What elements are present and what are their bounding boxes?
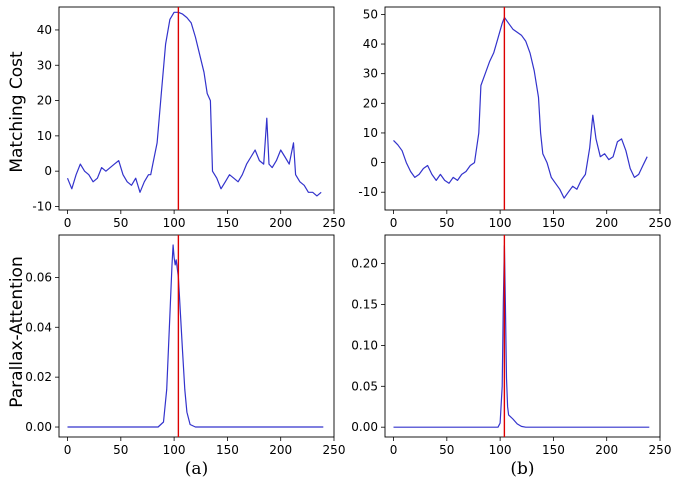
plot-frame: [58, 234, 335, 438]
x-tick-label: 250: [323, 216, 346, 230]
x-tick-label: 50: [439, 216, 454, 230]
panel-top-left: 0 50 100 150 200 250 -10 0 10 20 30 40: [32, 6, 346, 230]
x-tick-label: 0: [64, 443, 72, 457]
y-tick-label: 0: [44, 164, 52, 178]
x-tick-label: 200: [595, 443, 618, 457]
y-tick-label: -10: [32, 199, 52, 213]
y-tick-label: 10: [37, 129, 52, 143]
y-tick-label: 20: [363, 96, 378, 110]
x-tick-label: 100: [163, 216, 186, 230]
x-tick-label: 200: [269, 443, 292, 457]
x-tick-label: 150: [542, 216, 565, 230]
x-tick-label: 50: [113, 443, 128, 457]
x-tick-label: 100: [489, 216, 512, 230]
x-tick-label: 0: [64, 216, 72, 230]
y-tick-label: 30: [37, 58, 52, 72]
x-tick-label: 150: [542, 443, 565, 457]
x-tick-label: 250: [649, 443, 672, 457]
x-tick-label: 0: [390, 443, 398, 457]
panel-bottom-left: 0 50 100 150 200 250 0.00 0.02 0.04 0.06 (a): [25, 234, 346, 479]
plot-frame: [384, 6, 661, 211]
series-line: [66, 11, 322, 197]
plot-frame: [384, 234, 661, 438]
x-tick-label: 150: [216, 443, 239, 457]
x-tick-label: 150: [216, 216, 239, 230]
y-tick-label: 0.15: [351, 298, 378, 312]
plot-frame: [58, 6, 335, 211]
series-line: [67, 244, 324, 428]
panel-caption: (a): [185, 459, 208, 479]
panel-top-right: 0 50 100 150 200 250 -10 0 10 20 30 40 50: [358, 6, 672, 230]
y-tick-label: 0: [370, 156, 378, 170]
y-tick-label: 10: [363, 126, 378, 140]
y-tick-label: 30: [363, 67, 378, 81]
panel-bottom-right: 0 50 100 150 200 250 0.00 0.05 0.10 0.15 0.20 (b): [351, 234, 672, 479]
y-tick-label: 0.00: [351, 420, 378, 434]
y-tick-label: 0.00: [25, 420, 52, 434]
x-tick-label: 250: [649, 216, 672, 230]
y-tick-label: 20: [37, 94, 52, 108]
panel-caption: (b): [510, 459, 534, 479]
row-label-matching-cost: Matching Cost: [7, 51, 27, 173]
series-line: [393, 245, 650, 428]
x-tick-label: 50: [113, 216, 128, 230]
x-tick-label: 250: [323, 443, 346, 457]
x-tick-label: 0: [390, 216, 398, 230]
x-tick-label: 100: [163, 443, 186, 457]
y-tick-label: 40: [363, 37, 378, 51]
y-tick-label: -10: [358, 185, 378, 199]
x-tick-label: 200: [595, 216, 618, 230]
y-tick-label: 0.04: [25, 320, 52, 334]
y-tick-label: 0.05: [351, 379, 378, 393]
row-label-parallax-attention: Parallax-Attention: [7, 256, 27, 407]
y-tick-label: 40: [37, 23, 52, 37]
series-line: [393, 16, 648, 199]
x-tick-label: 200: [269, 216, 292, 230]
y-tick-label: 0.06: [25, 270, 52, 284]
y-tick-label: 0.02: [25, 370, 52, 384]
x-tick-label: 50: [439, 443, 454, 457]
y-tick-label: 50: [363, 7, 378, 21]
y-tick-label: 0.10: [351, 338, 378, 352]
y-tick-label: 0.20: [351, 257, 378, 271]
x-tick-label: 100: [489, 443, 512, 457]
